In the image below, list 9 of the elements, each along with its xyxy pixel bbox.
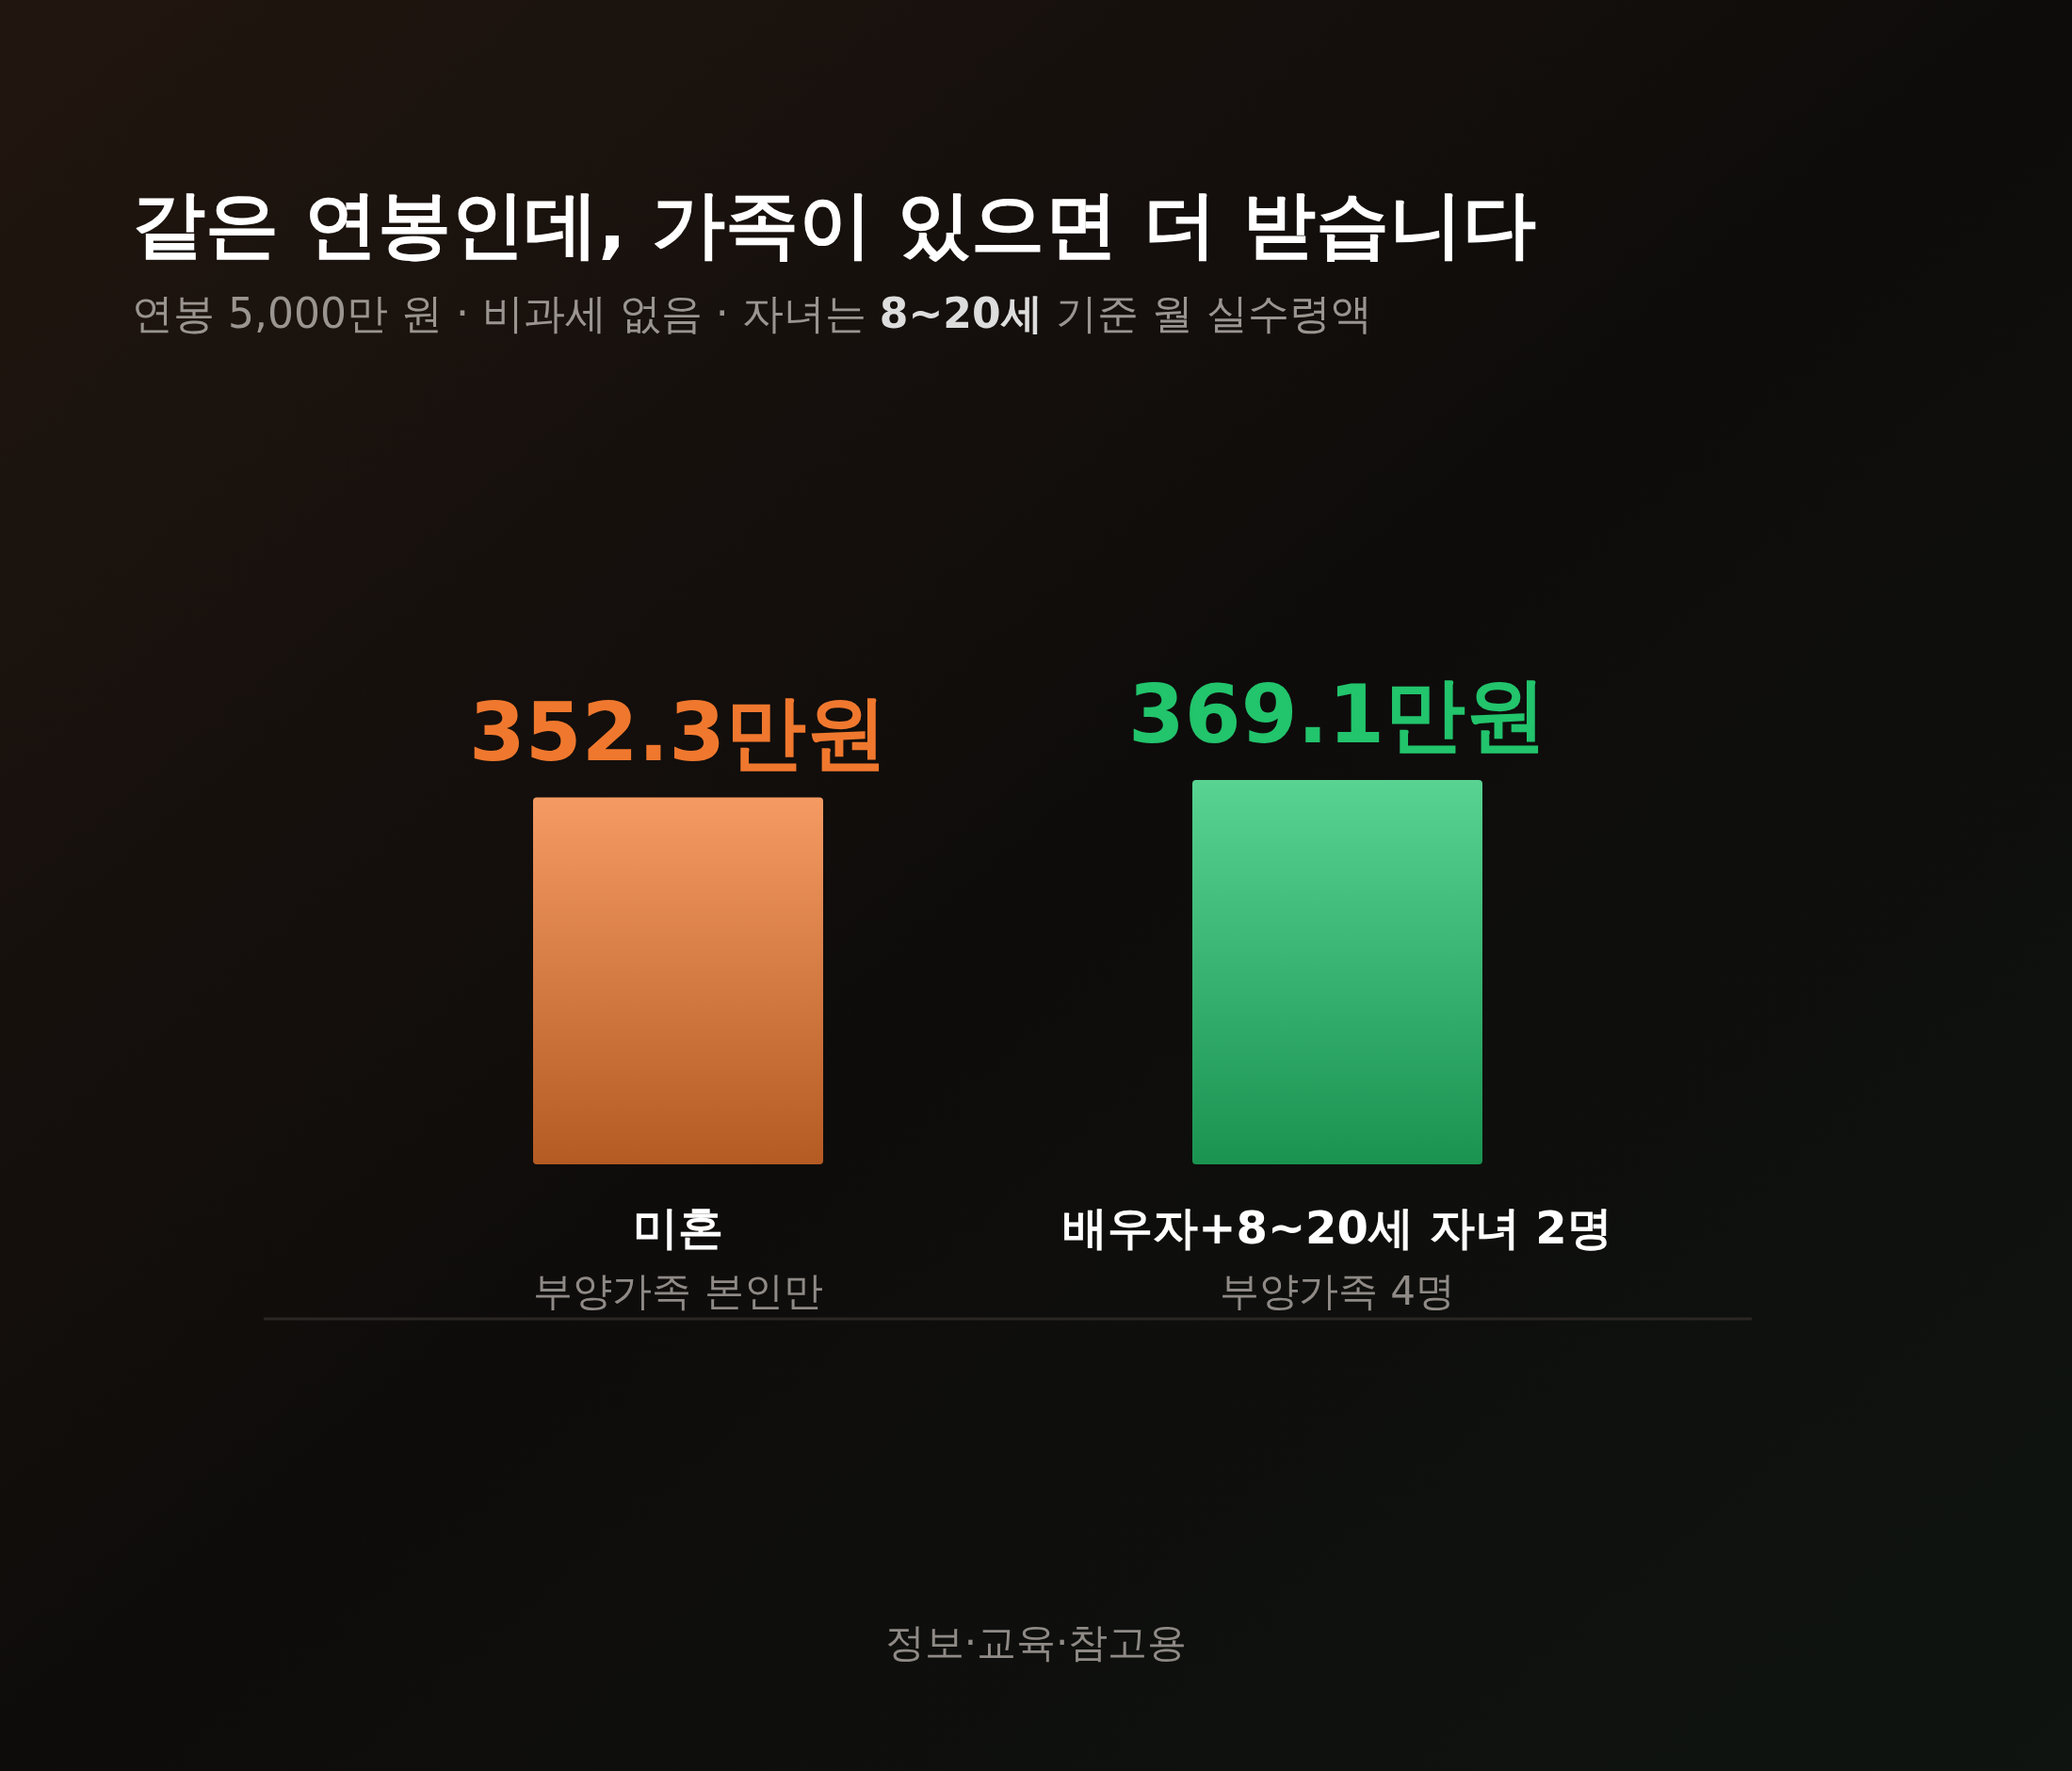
x-tick-label: 배우자+8~20세 자녀 2명 [1062, 1201, 1612, 1254]
text: 정보·교육·참고용 [884, 1619, 1188, 1665]
text: 부양가족 4명 [1219, 1268, 1456, 1314]
data-label: 352.3만원 [468, 684, 888, 779]
text: 부양가족 본인만 [533, 1268, 823, 1314]
x-tick-label: 미혼 [633, 1201, 723, 1254]
chart-title: 같은 연봉인데, 가족이 있으면 더 받습니다 [132, 182, 1537, 267]
chart-subtitle: 연봉 5,000만 원 · 비과세 없음 · 자녀는 8~20세 기준 월 실수령액 [132, 289, 1372, 337]
data-label: 369.1만원 [1127, 667, 1547, 761]
